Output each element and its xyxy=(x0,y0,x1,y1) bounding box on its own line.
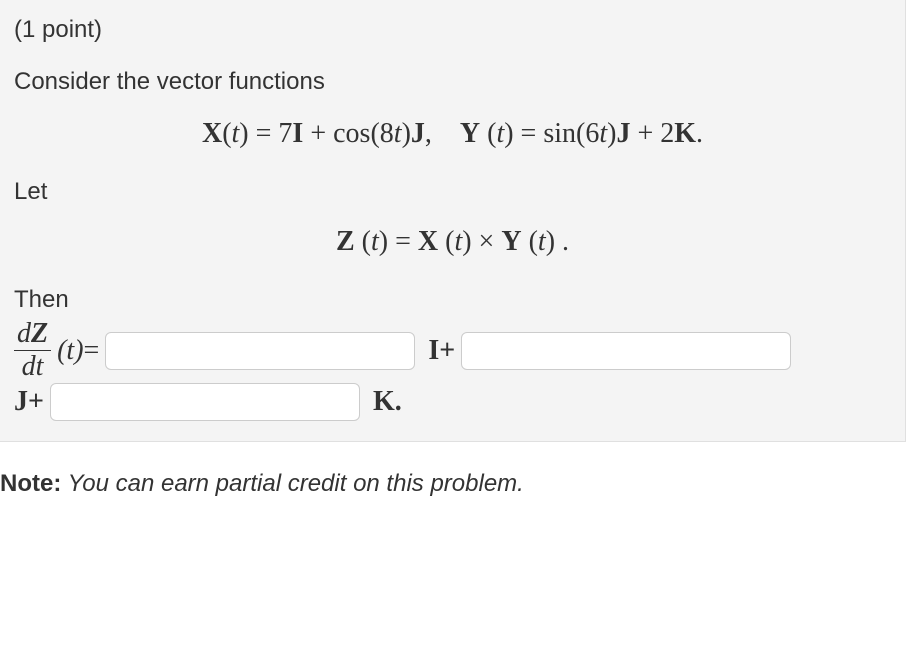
answer-line-2: J+ K. xyxy=(14,383,891,421)
points-label: (1 point) xyxy=(14,16,891,44)
note-line: Note: You can earn partial credit on thi… xyxy=(0,470,906,498)
then-label: Then xyxy=(14,286,891,314)
answer-line-1: dZ dt (t)= I+ xyxy=(14,320,891,381)
fraction-numerator: dZ xyxy=(14,320,51,351)
fraction-denominator: dt xyxy=(19,351,47,381)
intro-text: Consider the vector functions xyxy=(14,68,891,96)
i-plus-label: I+ xyxy=(421,335,455,367)
equation-xt-yt: X(t) = 7I + cos(8t)J, Y (t) = sin(6t)J +… xyxy=(14,118,891,150)
t-equals: (t)= xyxy=(57,335,99,367)
j-plus-label: J+ xyxy=(14,386,44,418)
problem-container: (1 point) Consider the vector functions … xyxy=(0,0,906,442)
dz-dt-fraction: dZ dt xyxy=(14,320,51,381)
k-dot-label: K. xyxy=(366,386,402,418)
note-label: Note: xyxy=(0,470,61,497)
k-component-input[interactable] xyxy=(50,383,360,421)
note-body: You can earn partial credit on this prob… xyxy=(61,470,524,497)
equation-zt: Z (t) = X (t) × Y (t) . xyxy=(14,226,891,258)
i-component-input[interactable] xyxy=(105,332,415,370)
j-component-input[interactable] xyxy=(461,332,791,370)
let-label: Let xyxy=(14,178,891,206)
